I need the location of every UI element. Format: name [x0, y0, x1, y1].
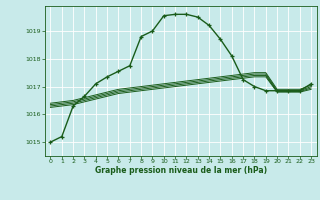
- X-axis label: Graphe pression niveau de la mer (hPa): Graphe pression niveau de la mer (hPa): [95, 166, 267, 175]
